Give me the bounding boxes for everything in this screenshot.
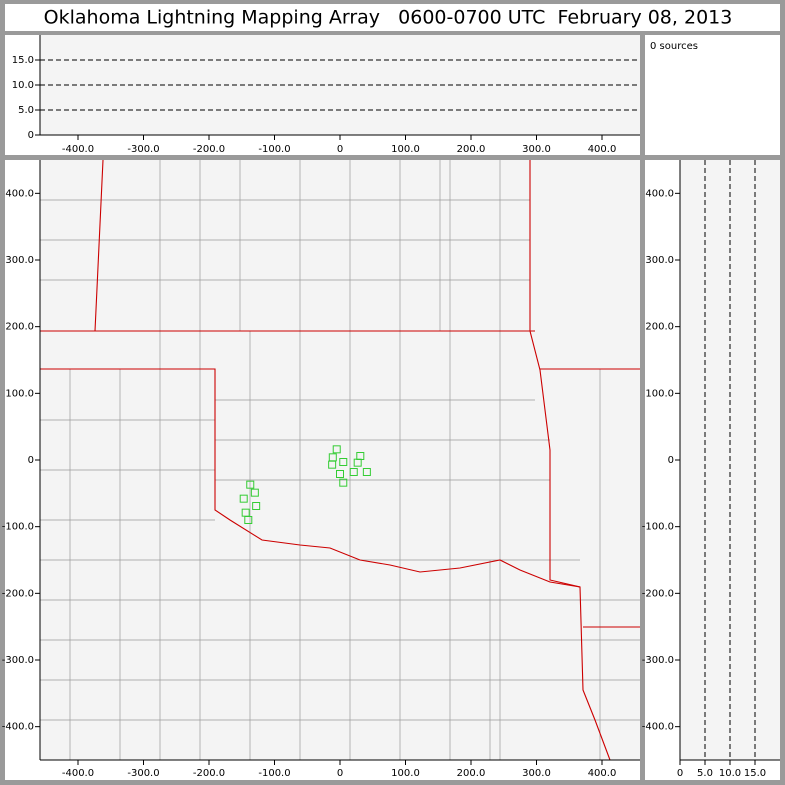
y-tick-label: 100.0 (645, 388, 674, 399)
y-tick-label: -400.0 (2, 722, 34, 733)
lightning-source (252, 502, 261, 510)
title-band (5, 4, 780, 31)
x-tick-label: -200.0 (193, 768, 225, 779)
x-tick-label: 200.0 (457, 768, 486, 779)
lightning-source (336, 470, 344, 478)
lightning-source (250, 488, 259, 497)
x-tick-label: -100.0 (258, 144, 290, 155)
y-tick-label: 400.0 (645, 188, 674, 199)
x-tick-label: -100.0 (258, 768, 290, 779)
x-tick-label: -200.0 (193, 144, 225, 155)
y-tick-label: -100.0 (642, 522, 674, 533)
x-tick-label: 100.0 (391, 144, 420, 155)
x-tick-label: 300.0 (522, 144, 551, 155)
lightning-source (332, 445, 341, 454)
title: Oklahoma Lightning Mapping Array 0600-07… (44, 7, 733, 29)
lightning-source (339, 458, 348, 466)
x-tick-label: -300.0 (127, 144, 159, 155)
y-tick-label: -300.0 (642, 655, 674, 666)
x-tick-label: 400.0 (588, 768, 617, 779)
x-tick-label: 0 (337, 144, 343, 155)
y-tick-label: 300.0 (645, 255, 674, 266)
x-tick-label: 0 (337, 768, 343, 779)
x-tick-label: -400.0 (62, 144, 94, 155)
x-tick-label: 100.0 (391, 768, 420, 779)
x-tick-label: 400.0 (588, 144, 617, 155)
x-tick-label: 5.0 (697, 768, 713, 779)
y-tick-label: 0 (28, 455, 34, 466)
y-tick-label: 0 (668, 455, 674, 466)
y-tick-label: 200.0 (645, 322, 674, 333)
x-tick-label: 0 (677, 768, 683, 779)
y-tick-label: 100.0 (5, 388, 34, 399)
county-lines (40, 160, 640, 760)
lightning-source (362, 468, 371, 476)
y-tick-label: -400.0 (642, 722, 674, 733)
state-borders (40, 159, 640, 761)
lightning-source (244, 516, 253, 524)
lightning-source (246, 480, 255, 489)
y-tick-label: -200.0 (2, 588, 34, 599)
y-tick-label: -100.0 (2, 522, 34, 533)
y-tick-label: 10.0 (12, 80, 34, 91)
x-tick-label: 200.0 (457, 144, 486, 155)
x-tick-label: 15.0 (744, 768, 766, 779)
y-tick-label: 200.0 (5, 322, 34, 333)
x-tick-label: -400.0 (62, 768, 94, 779)
x-tick-label: -300.0 (127, 768, 159, 779)
source-count: 0 sources (650, 41, 698, 52)
lightning-source (339, 478, 348, 487)
y-tick-label: -200.0 (642, 588, 674, 599)
lightning-source (239, 494, 248, 503)
lightning-source (349, 468, 358, 476)
y-tick-label: 5.0 (18, 105, 34, 116)
y-tick-label: 400.0 (5, 188, 34, 199)
y-tick-label: 300.0 (5, 255, 34, 266)
lightning-source (353, 458, 362, 467)
lightning-source (328, 460, 337, 469)
x-tick-label: 300.0 (522, 768, 551, 779)
x-tick-label: 10.0 (719, 768, 741, 779)
sources-box (645, 35, 780, 155)
y-tick-label: -300.0 (2, 655, 34, 666)
y-tick-label: 15.0 (12, 55, 34, 66)
y-tick-label: 0 (28, 130, 34, 141)
